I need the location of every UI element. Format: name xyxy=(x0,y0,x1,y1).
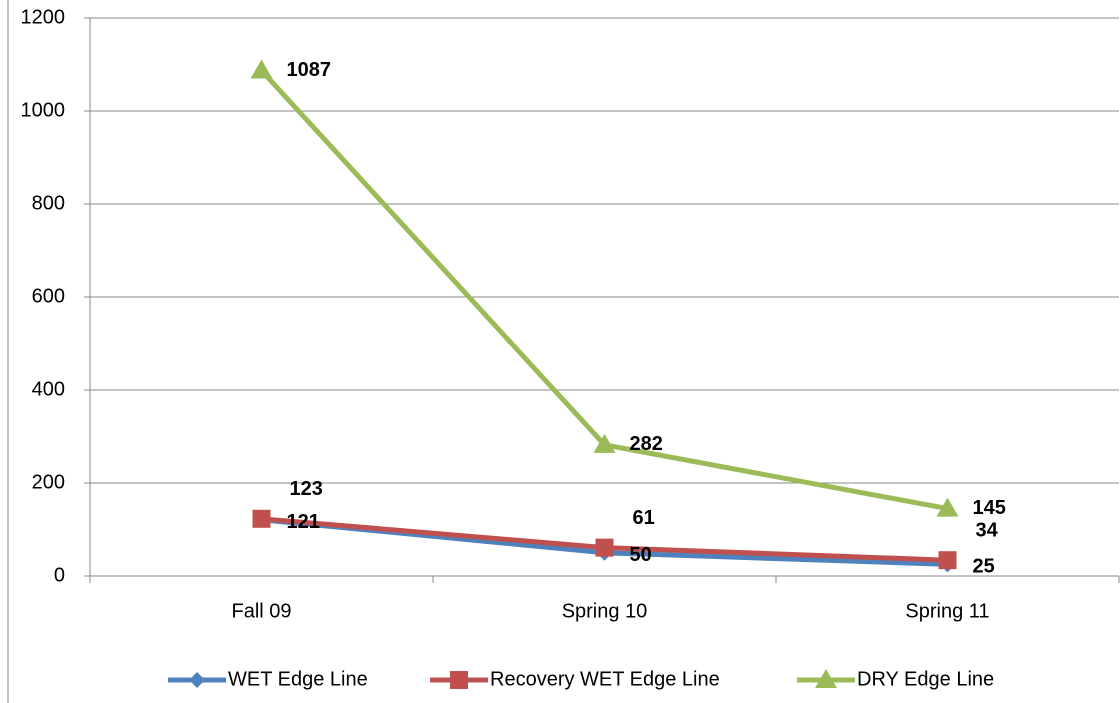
x-tick-label: Spring 11 xyxy=(905,600,989,622)
data-label: 25 xyxy=(973,556,995,578)
point-marker xyxy=(936,497,959,517)
data-label: 121 xyxy=(287,511,320,533)
point-marker xyxy=(252,509,271,528)
legend-label: Recovery WET Edge Line xyxy=(490,668,720,690)
y-tick-label: 0 xyxy=(54,564,65,586)
data-label: 61 xyxy=(633,507,655,529)
x-tick-label: Spring 10 xyxy=(562,600,648,622)
data-label: 282 xyxy=(630,433,663,455)
y-tick-label: 1000 xyxy=(21,99,66,121)
point-marker xyxy=(450,671,468,689)
y-tick-label: 1200 xyxy=(21,6,66,28)
data-label: 123 xyxy=(290,478,323,500)
y-tick-label: 200 xyxy=(32,471,65,493)
data-label: 34 xyxy=(976,519,999,541)
point-marker xyxy=(938,551,957,570)
point-marker xyxy=(250,59,273,79)
y-tick-label: 400 xyxy=(32,378,65,400)
data-label: 145 xyxy=(973,497,1006,519)
data-label: 1087 xyxy=(287,59,332,81)
point-marker xyxy=(595,538,614,557)
x-tick-label: Fall 09 xyxy=(231,600,291,622)
point-marker xyxy=(189,672,205,688)
legend-label: DRY Edge Line xyxy=(857,668,994,690)
y-tick-label: 800 xyxy=(32,192,65,214)
y-tick-label: 600 xyxy=(32,285,65,307)
data-label: 50 xyxy=(630,544,652,566)
legend-label: WET Edge Line xyxy=(228,668,368,690)
point-marker xyxy=(593,433,616,453)
point-marker xyxy=(815,669,837,688)
